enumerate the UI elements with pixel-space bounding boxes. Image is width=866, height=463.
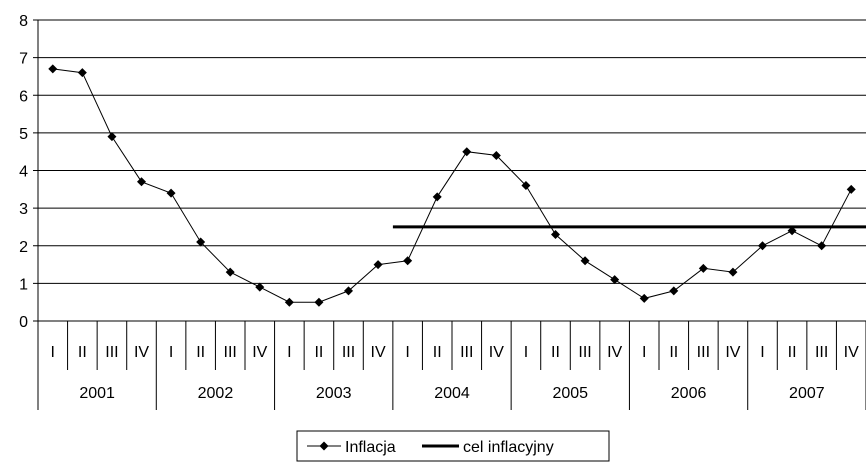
quarter-label: III	[815, 344, 828, 361]
data-point	[846, 184, 856, 194]
y-axis: 0 1 2 3 4 5 6 7 8	[19, 13, 39, 331]
data-point	[314, 297, 324, 307]
year-label: 2002	[198, 385, 234, 402]
quarter-label: III	[578, 344, 591, 361]
year-label: 2004	[434, 385, 470, 402]
year-label: 2006	[671, 385, 707, 402]
quarter-label: I	[405, 344, 409, 361]
data-point	[610, 275, 620, 285]
data-point	[521, 181, 531, 191]
y-tick-label: 7	[19, 51, 28, 68]
data-point	[551, 229, 560, 239]
data-point	[403, 256, 413, 266]
data-point	[255, 282, 265, 292]
y-tick-label: 0	[19, 314, 28, 331]
data-point	[639, 293, 649, 303]
quarter-label: II	[551, 344, 560, 361]
year-label: 2001	[79, 385, 115, 402]
data-point	[284, 297, 294, 307]
quarter-label: IV	[134, 344, 149, 361]
quarter-label: II	[314, 344, 323, 361]
quarter-label: III	[697, 344, 710, 361]
legend-marker-inflacja	[319, 441, 329, 451]
y-tick-label: 3	[19, 201, 28, 218]
legend: Inflacja cel inflacyjny	[296, 430, 610, 462]
quarter-label: I	[642, 344, 646, 361]
data-point	[580, 256, 590, 266]
data-point	[491, 150, 501, 160]
y-tick-label: 5	[19, 126, 28, 143]
year-label: 2005	[552, 385, 588, 402]
quarter-label: I	[51, 344, 55, 361]
y-tick-label: 4	[19, 164, 28, 181]
quarter-label: I	[524, 344, 528, 361]
quarter-label: IV	[252, 344, 267, 361]
data-point	[787, 226, 797, 236]
data-point	[77, 68, 87, 78]
quarter-label: IV	[844, 344, 859, 361]
quarter-label: III	[342, 344, 355, 361]
quarter-label: I	[169, 344, 173, 361]
quarter-label: III	[105, 344, 118, 361]
quarter-label: II	[196, 344, 205, 361]
data-point	[344, 286, 353, 296]
legend-label-cel-inflacyjny: cel inflacyjny	[463, 439, 554, 456]
gridlines	[38, 19, 866, 322]
quarter-label: III	[460, 344, 473, 361]
quarter-label: IV	[725, 344, 740, 361]
quarter-label: III	[224, 344, 237, 361]
data-point	[137, 177, 146, 187]
data-point	[758, 241, 767, 251]
series-line-inflacja	[52, 68, 852, 303]
y-tick-label: 6	[19, 88, 28, 105]
quarter-label: IV	[607, 344, 622, 361]
quarter-label: I	[760, 344, 764, 361]
data-point	[48, 64, 58, 74]
series-layer	[48, 64, 866, 307]
data-point	[669, 286, 679, 296]
year-label: 2003	[316, 385, 352, 402]
legend-label-inflacja: Inflacja	[345, 439, 396, 456]
y-tick-label: 1	[19, 276, 28, 293]
quarter-label: II	[669, 344, 678, 361]
data-point	[107, 132, 117, 142]
quarter-label: II	[788, 344, 797, 361]
data-point	[462, 147, 472, 157]
quarter-label: I	[287, 344, 291, 361]
quarter-label: II	[433, 344, 442, 361]
quarter-label: IV	[489, 344, 504, 361]
x-axis: I II III IV I II III IV I II III IV I II III IV I II III IV…	[37, 321, 866, 410]
y-tick-label: 2	[19, 239, 28, 256]
quarter-label: IV	[371, 344, 386, 361]
data-point	[196, 237, 206, 247]
year-label: 2007	[789, 385, 825, 402]
data-point	[432, 192, 442, 202]
quarter-label: II	[78, 344, 87, 361]
data-point	[373, 260, 383, 270]
data-point	[728, 267, 738, 277]
y-tick-label: 8	[19, 13, 28, 30]
data-point	[166, 188, 176, 198]
data-point	[698, 263, 708, 273]
data-point	[225, 267, 235, 277]
data-point	[817, 241, 827, 251]
